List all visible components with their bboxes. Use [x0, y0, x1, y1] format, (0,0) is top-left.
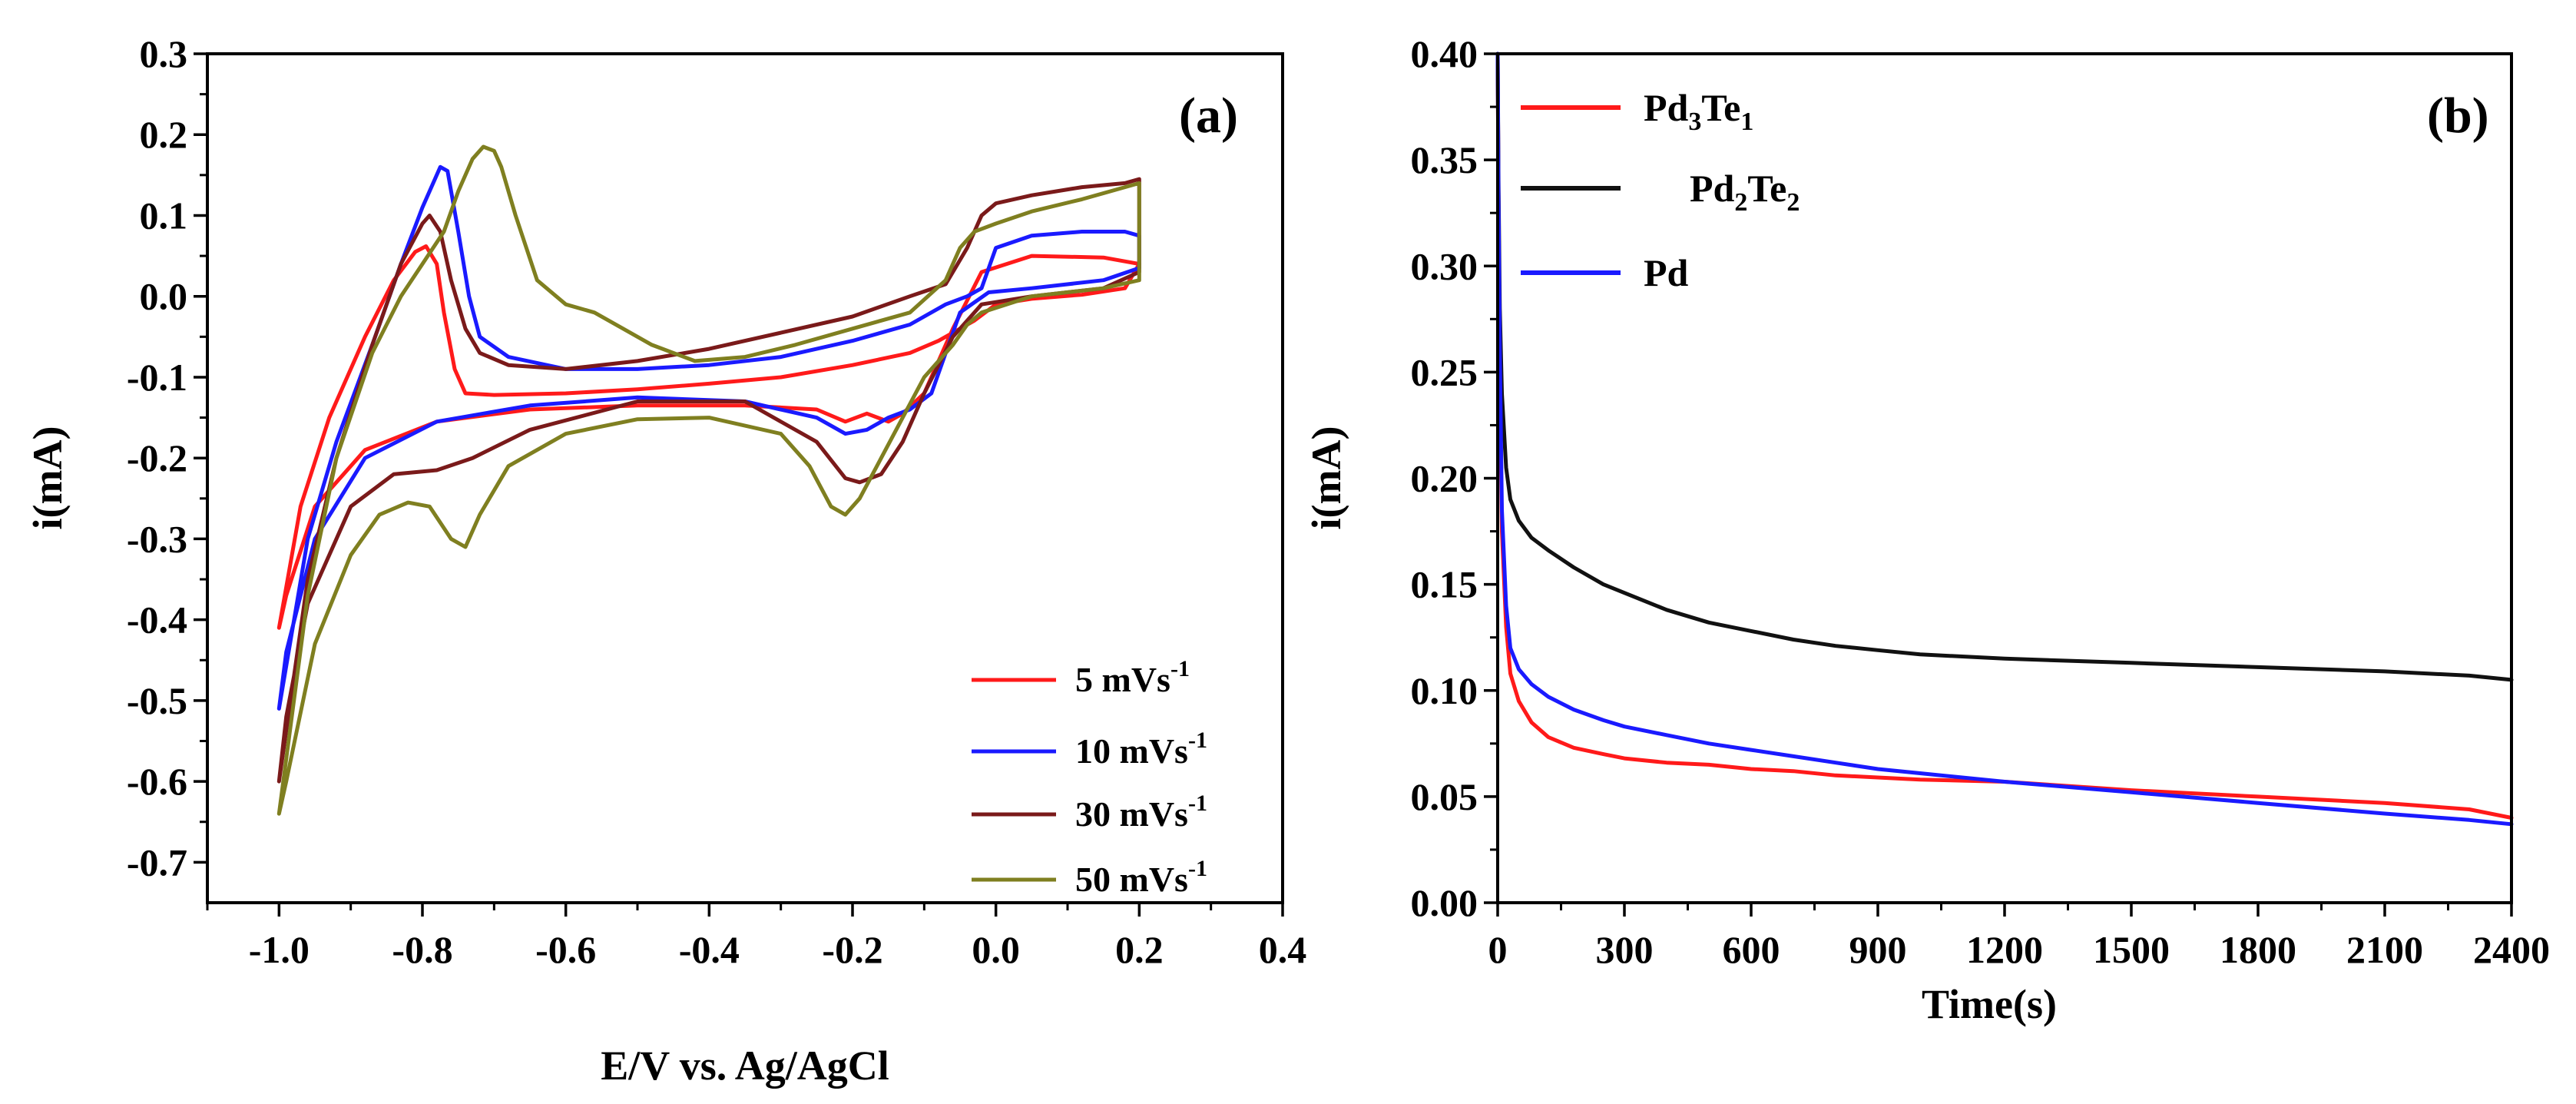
panel-a-y-tick-label: -0.2: [127, 436, 187, 479]
panel-a-y-tick-label: 0.1: [140, 194, 188, 237]
panel-a-legend-entry-50: 50 mVs-1: [972, 856, 1207, 899]
panel-a-x-axis-title: E/V vs. Ag/AgCl: [601, 1043, 889, 1089]
panel-b-x-tick-label: 600: [1723, 928, 1780, 971]
panel-b-legend-label-pd3te1: Pd3Te1: [1644, 86, 1753, 136]
panel-b-y-tick-label: 0.40: [1411, 32, 1478, 75]
panel-b-legend: Pd3Te1 Pd2Te2 Pd: [1521, 86, 1800, 294]
panel-a-cyclic-voltammetry: -1.0 -0.8 -0.6 -0.4 -0.2 0.0 0.2 0.4 0.30.20.10…: [25, 32, 1306, 1089]
panel-b-label: (b): [2427, 88, 2489, 144]
panel-a-legend: 5 mVs-1 10 mVs-1 30 mVs-1 50 mVs-1: [972, 656, 1207, 899]
panel-b-y-tick-label: 0.20: [1411, 457, 1478, 500]
panel-a-series-line-2: [276, 164, 1141, 711]
panel-b-legend-label-pd: Pd: [1644, 251, 1689, 294]
panel-a-ticks: [194, 52, 1284, 917]
panel-a-legend-entry-5: 5 mVs-1: [972, 656, 1190, 699]
panel-a-plot-frame: [206, 52, 1284, 904]
panel-b-x-tick-label: 300: [1596, 928, 1654, 971]
panel-b-legend-entry-pd: Pd: [1521, 251, 1689, 294]
panel-a-series-line-4: [276, 144, 1141, 816]
panel-b-x-tick-label: 1500: [2093, 928, 2170, 971]
panel-b-series-line-3: [1495, 51, 2514, 827]
panel-b-legend-label-pd2te2: Pd2Te2: [1690, 167, 1800, 217]
panel-a-legend-label-10: 10 mVs-1: [1075, 728, 1207, 771]
panel-a-y-tick-label: -0.4: [127, 598, 187, 642]
panel-a-x-tick-label: 0.4: [1259, 928, 1307, 971]
panel-a-legend-label-50: 50 mVs-1: [1075, 856, 1207, 899]
panel-a-x-tick-label: 0.0: [972, 928, 1020, 971]
panel-b-y-tick-label: 0.05: [1411, 775, 1478, 818]
panel-a-series-group: [276, 144, 1141, 816]
panel-b-x-tick-label: 1800: [2220, 928, 2296, 971]
panel-b-x-tick-labels: 0 300 600 900 1200 1500 1800 2100 2400: [1488, 928, 2551, 971]
panel-b-y-tick-label: 0.25: [1411, 350, 1478, 393]
panel-a-y-tick-label: -0.1: [127, 356, 187, 399]
panel-b-plot-frame: [1496, 52, 2513, 904]
panel-a-x-tick-labels: -1.0 -0.8 -0.6 -0.4 -0.2 0.0 0.2 0.4: [249, 928, 1306, 971]
panel-b-y-axis-title: i(mA): [1303, 426, 1349, 530]
panel-b-y-tick-label: 0.10: [1411, 669, 1478, 712]
panel-b-series-group: [1495, 51, 2514, 827]
panel-b-series-line-1: [1495, 51, 2514, 820]
panel-a-legend-entry-10: 10 mVs-1: [972, 728, 1207, 771]
panel-b-y-tick-label: 0.35: [1411, 138, 1478, 181]
panel-a-series-line-3: [276, 177, 1141, 784]
panel-a-y-tick-label: -0.6: [127, 760, 187, 803]
panel-a-x-tick-label: -0.8: [392, 928, 452, 971]
panel-a-y-tick-label: 0.0: [140, 275, 188, 318]
panel-a-x-tick-label: -0.4: [679, 928, 740, 971]
panel-b-ticks: [1484, 52, 2513, 917]
panel-a-x-tick-label: -0.2: [822, 928, 882, 971]
panel-b-x-tick-label: 900: [1849, 928, 1907, 971]
panel-a-y-tick-label: -0.5: [127, 679, 187, 722]
panel-a-legend-entry-30: 30 mVs-1: [972, 791, 1207, 834]
panel-a-y-tick-label: 0.3: [140, 32, 188, 75]
panel-a-label: (a): [1179, 88, 1238, 144]
panel-a-x-tick-label: 0.2: [1115, 928, 1164, 971]
panel-a-y-tick-label: -0.7: [127, 840, 187, 884]
panel-a-y-tick-label: -0.3: [127, 517, 187, 560]
panel-b-y-tick-labels: 0.00 0.05 0.10 0.15 0.20 0.25 0.30 0.35 0.40: [1411, 32, 1478, 924]
panel-a-y-axis-title: i(mA): [25, 426, 71, 530]
panel-b-legend-entry-pd3te1: Pd3Te1: [1521, 86, 1753, 136]
panel-a-y-tick-labels: 0.3 0.2 0.1 0.0 -0.1 -0.2 -0.3 -0.4 -0.5 -0.6 -0.7: [127, 32, 187, 884]
panel-b-y-tick-label: 0.30: [1411, 244, 1478, 287]
panel-b-legend-entry-pd2te2: Pd2Te2: [1521, 167, 1800, 217]
panel-b-x-axis-title: Time(s): [1922, 981, 2057, 1027]
panel-b-series-line-2: [1495, 51, 2514, 682]
panel-b-x-tick-label: 2100: [2346, 928, 2423, 971]
panel-b-x-tick-label: 2400: [2473, 928, 2550, 971]
panel-a-x-tick-label: -1.0: [249, 928, 310, 971]
panel-b-y-tick-label: 0.15: [1411, 563, 1478, 606]
panel-b-y-tick-label: 0.00: [1411, 881, 1478, 924]
panel-b-x-tick-label: 1200: [1966, 928, 2043, 971]
panel-a-y-tick-label: 0.2: [140, 113, 188, 156]
panel-a-legend-label-30: 30 mVs-1: [1075, 791, 1207, 834]
panel-b-chronoamperometry: 0 300 600 900 1200 1500 1800 2100 2400 0.000.050…: [1303, 32, 2550, 1027]
panel-a-legend-label-5: 5 mVs-1: [1075, 656, 1190, 699]
panel-b-x-tick-label: 0: [1488, 928, 1508, 971]
panel-a-x-tick-label: -0.6: [535, 928, 596, 971]
